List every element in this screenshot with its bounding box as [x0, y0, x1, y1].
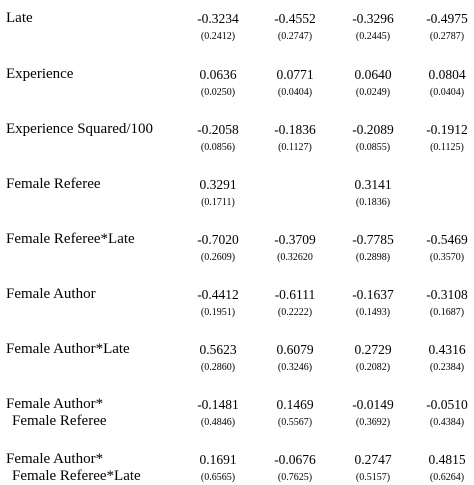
coefficient-cell: -0.3709	[274, 232, 316, 247]
standard-error-cell: (0.2082)	[355, 362, 391, 373]
coefficient-cell: -0.0510	[426, 397, 468, 412]
standard-error-cell: (0.0856)	[200, 142, 236, 153]
standard-error-cell: (0.2609)	[200, 252, 236, 263]
standard-error-cell: (0.5567)	[277, 417, 313, 428]
coefficient-cell: -0.7020	[197, 232, 239, 247]
standard-error-cell: (0.4846)	[200, 417, 236, 428]
standard-error-cell: (0.2384)	[429, 362, 465, 373]
standard-error-cell: (0.0250)	[200, 87, 236, 98]
coefficient-cell: -0.5469	[426, 232, 468, 247]
coefficient-cell: -0.7785	[352, 232, 394, 247]
coefficient-cell: -0.1637	[352, 287, 394, 302]
coefficient-cell: -0.4412	[197, 287, 239, 302]
standard-error-cell: (0.1125)	[430, 142, 464, 153]
standard-error-cell: (0.5157)	[355, 472, 391, 483]
standard-error-cell: (0.6264)	[429, 472, 465, 483]
row-label: Late	[6, 10, 33, 26]
coefficient-cell: 0.0636	[199, 67, 237, 82]
standard-error-cell: (0.1711)	[201, 197, 235, 208]
standard-error-cell: (0.2747)	[277, 31, 313, 42]
row-label: Female Author*	[6, 451, 104, 467]
coefficient-cell: 0.4815	[428, 452, 466, 467]
standard-error-cell: (0.0404)	[429, 87, 465, 98]
row-label-continued: Female Referee	[12, 413, 107, 429]
coefficient-cell: -0.4975	[426, 11, 468, 26]
coefficient-cell: -0.0149	[352, 397, 394, 412]
standard-error-cell: (0.2222)	[277, 307, 313, 318]
coefficient-cell: 0.2729	[354, 342, 392, 357]
standard-error-cell: (0.7625)	[277, 472, 313, 483]
coefficient-cell: -0.6111	[274, 287, 316, 302]
coefficient-cell: 0.0804	[428, 67, 466, 82]
standard-error-cell: (0.6565)	[200, 472, 236, 483]
coefficient-cell: -0.1912	[426, 122, 468, 137]
coefficient-cell: -0.3108	[426, 287, 468, 302]
standard-error-cell: (0.1836)	[355, 197, 391, 208]
coefficient-cell: 0.5623	[199, 342, 237, 357]
coefficient-cell: 0.3141	[354, 177, 392, 192]
coefficient-cell: 0.6079	[276, 342, 314, 357]
standard-error-cell: (0.2860)	[200, 362, 236, 373]
standard-error-cell: (0.1951)	[200, 307, 236, 318]
row-label: Female Author*Late	[6, 341, 130, 357]
coefficient-cell: -0.2058	[197, 122, 239, 137]
standard-error-cell: (0.2412)	[200, 31, 236, 42]
row-label: Female Author*	[6, 396, 104, 412]
standard-error-cell: (0.3692)	[355, 417, 391, 428]
coefficient-cell: 0.0771	[276, 67, 314, 82]
row-label: Experience	[6, 66, 74, 82]
coefficient-cell: -0.2089	[352, 122, 394, 137]
standard-error-cell: (0.0855)	[355, 142, 391, 153]
row-label: Female Referee*Late	[6, 231, 135, 247]
standard-error-cell: (0.1493)	[355, 307, 391, 318]
coefficient-cell: -0.3234	[197, 11, 239, 26]
coefficient-cell: 0.1469	[276, 397, 314, 412]
standard-error-cell: (0.1687)	[429, 307, 465, 318]
standard-error-cell: (0.32620	[277, 252, 313, 263]
coefficient-cell: -0.1836	[274, 122, 316, 137]
standard-error-cell: (0.2445)	[355, 31, 391, 42]
standard-error-cell: (0.3570)	[429, 252, 465, 263]
row-label: Experience Squared/100	[6, 121, 154, 137]
coefficient-cell: 0.3291	[199, 177, 237, 192]
coefficient-cell: 0.2747	[354, 452, 392, 467]
row-label: Female Referee	[6, 176, 101, 192]
coefficient-cell: 0.4316	[428, 342, 466, 357]
coefficient-cell: -0.1481	[197, 397, 239, 412]
standard-error-cell: (0.2787)	[429, 31, 465, 42]
standard-error-cell: (0.3246)	[277, 362, 313, 373]
row-label-continued: Female Referee*Late	[12, 468, 141, 484]
standard-error-cell: (0.4384)	[429, 417, 465, 428]
coefficient-cell: -0.0676	[274, 452, 316, 467]
coefficient-cell: 0.0640	[354, 67, 392, 82]
standard-error-cell: (0.0404)	[277, 87, 313, 98]
coefficient-cell: -0.3296	[352, 11, 394, 26]
standard-error-cell: (0.1127)	[278, 142, 312, 153]
standard-error-cell: (0.2898)	[355, 252, 391, 263]
row-label: Female Author	[6, 286, 96, 302]
coefficient-cell: -0.4552	[274, 11, 316, 26]
coefficient-cell: 0.1691	[199, 452, 237, 467]
standard-error-cell: (0.0249)	[355, 87, 391, 98]
